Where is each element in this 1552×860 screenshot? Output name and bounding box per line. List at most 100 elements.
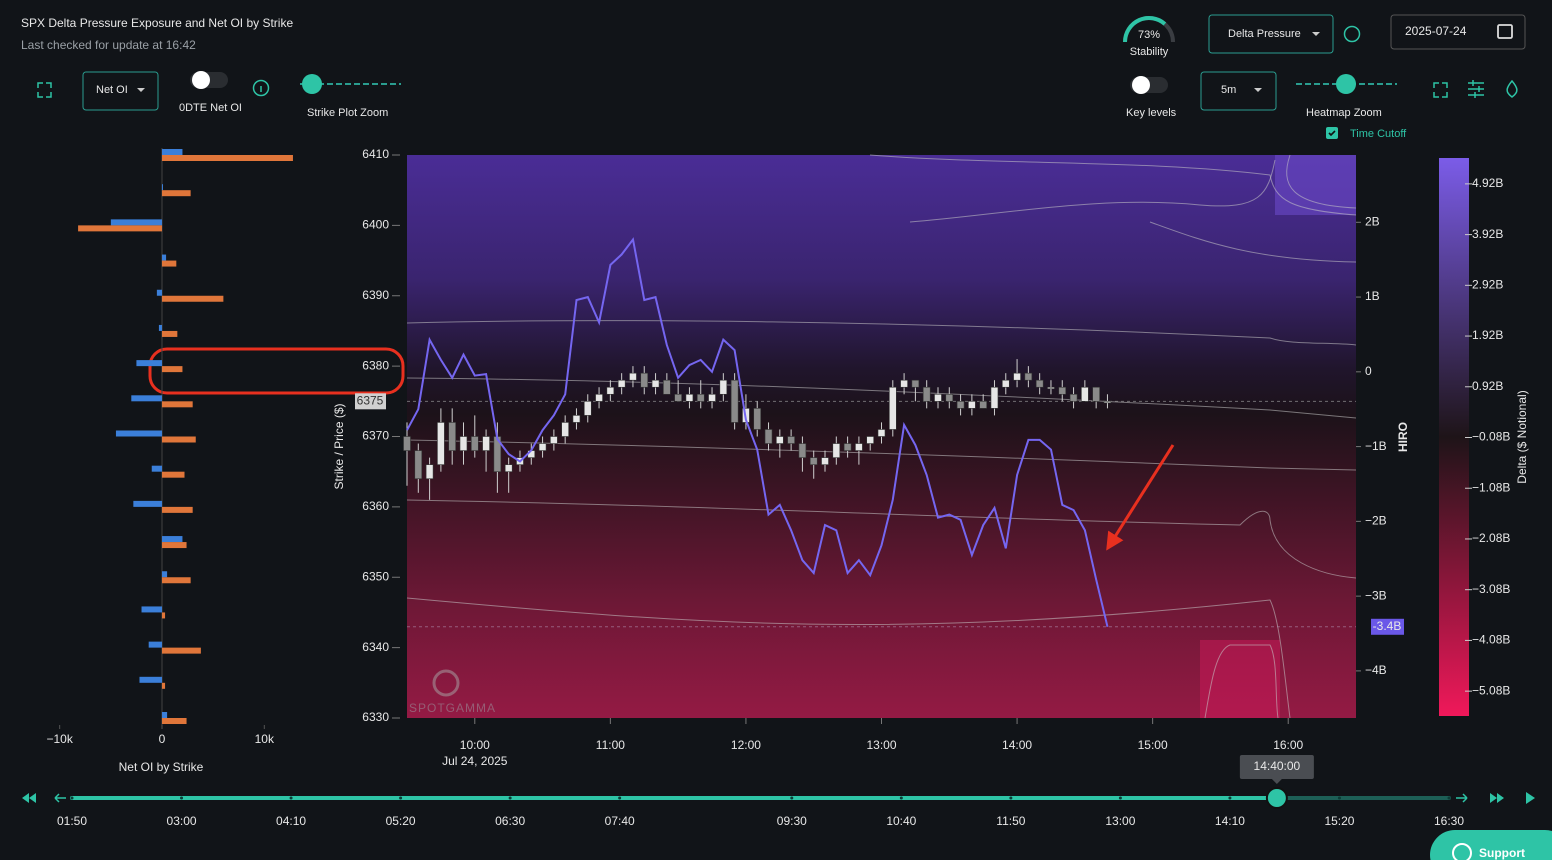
settings-icon[interactable]: [1468, 80, 1484, 98]
y-tick-label: 6370: [362, 429, 389, 443]
candle-body: [1001, 379, 1010, 388]
oi-bar: [110, 219, 162, 226]
step-back-button[interactable]: [54, 793, 66, 803]
oi-bar: [161, 295, 224, 302]
colorbar-tick-label: 4.92B: [1472, 176, 1503, 190]
oi-bar: [161, 647, 201, 654]
zoom-label: Strike Plot Zoom: [307, 107, 388, 119]
candle-body: [776, 436, 784, 444]
oi-bar: [161, 401, 193, 408]
timeline-knob[interactable]: [1265, 787, 1288, 809]
calendar-icon: [1497, 24, 1513, 39]
support-button[interactable]: [1430, 830, 1552, 860]
candle-body: [764, 429, 773, 444]
timeline-tick: [899, 796, 903, 800]
contour: [1149, 221, 1357, 263]
contour: [406, 377, 1357, 419]
oi-bar: [78, 225, 162, 232]
oi-bar: [161, 542, 187, 549]
candle-body: [504, 464, 513, 472]
toggle-label: Key levels: [1126, 107, 1177, 119]
candle-body: [730, 379, 739, 423]
oi-bar: [161, 506, 193, 513]
oi-bar: [161, 682, 166, 689]
candle-body: [470, 436, 479, 451]
timeline-tick-label: 09:30: [777, 814, 807, 828]
candle-body: [538, 443, 547, 451]
x-date-label: Jul 24, 2025: [442, 754, 508, 768]
play-button[interactable]: [1526, 792, 1535, 804]
y2-tick-label: −2B: [1365, 514, 1387, 528]
candle-body: [968, 401, 976, 409]
contour: [869, 154, 1357, 216]
oi-bar: [141, 606, 162, 613]
toggle-knob: [1132, 76, 1150, 94]
timeline-tooltip-pointer: [1271, 779, 1282, 784]
y-tick-label: 6380: [362, 358, 389, 372]
caret: [137, 88, 145, 92]
candle-body: [877, 429, 886, 437]
step-forward-button[interactable]: [1456, 793, 1468, 803]
heatmap-hotspot: [1200, 640, 1280, 718]
oi-bar: [161, 330, 178, 337]
y2-axis-title: HIRO: [1396, 422, 1410, 452]
toggle-label: 0DTE Net OI: [179, 102, 242, 114]
oi-bar: [161, 436, 196, 443]
timeline-tooltip: [1239, 755, 1314, 779]
timeline-tick: [618, 796, 622, 800]
expand-icon[interactable]: [1433, 82, 1448, 98]
candle-body: [617, 379, 626, 388]
rewind-button[interactable]: [22, 793, 36, 803]
timeline-tick: [790, 796, 794, 800]
colorbar-tick-label: −1.08B: [1472, 480, 1510, 494]
timeline-tick: [289, 796, 293, 800]
date-picker[interactable]: [1390, 14, 1526, 50]
oi-bar: [161, 184, 163, 191]
help-icon: [1452, 843, 1472, 860]
oi-bar: [161, 149, 183, 155]
candle-body: [448, 422, 456, 451]
logo: [432, 669, 460, 697]
candle-body: [629, 372, 637, 381]
timeline-tick: [1228, 796, 1232, 800]
candle-body: [482, 436, 490, 451]
gauge-value: [1123, 16, 1167, 43]
candle-body: [1069, 393, 1078, 402]
contour: [406, 439, 1357, 471]
info-icon[interactable]: [252, 79, 270, 97]
candle-body: [900, 379, 908, 388]
candle-body: [561, 422, 569, 437]
oi-bar: [148, 641, 162, 648]
zoom-knob[interactable]: [1336, 74, 1356, 94]
zoom-knob[interactable]: [302, 74, 322, 94]
candle-body: [674, 393, 682, 402]
y2-tick-label: 1B: [1365, 289, 1380, 303]
candle-body: [663, 379, 671, 395]
net-oi-dropdown[interactable]: [82, 71, 159, 111]
stability-caption: Stability: [1130, 46, 1169, 58]
interval-dropdown[interactable]: [1200, 71, 1277, 111]
candle-body: [821, 457, 829, 465]
candle-body: [719, 379, 728, 395]
colorbar-tick-label: −2.08B: [1472, 531, 1510, 545]
timeline-tick: [1447, 796, 1451, 800]
mode-dropdown[interactable]: [1208, 14, 1334, 54]
candle-body: [866, 436, 875, 444]
candle-body: [945, 393, 954, 402]
x-tick-label: 15:00: [1138, 738, 1168, 752]
timeline-tick-label: 13:00: [1105, 814, 1135, 828]
hiro-tag-label: -3.4B: [1373, 619, 1402, 633]
candle-body: [651, 379, 660, 388]
oi-bar: [115, 430, 162, 437]
x-tick-label: 12:00: [731, 738, 761, 752]
stability-value: 73%: [1138, 29, 1160, 41]
candle-body: [809, 457, 818, 465]
info-icon[interactable]: [1343, 25, 1361, 43]
contours: [406, 154, 1357, 719]
fast-forward-button[interactable]: [1490, 793, 1504, 803]
theme-icon[interactable]: [1506, 79, 1518, 98]
zoom-label: Heatmap Zoom: [1306, 107, 1382, 119]
colorbar-tick-label: −0.08B: [1472, 430, 1510, 444]
expand-icon[interactable]: [37, 82, 52, 98]
candle-body: [979, 401, 987, 409]
